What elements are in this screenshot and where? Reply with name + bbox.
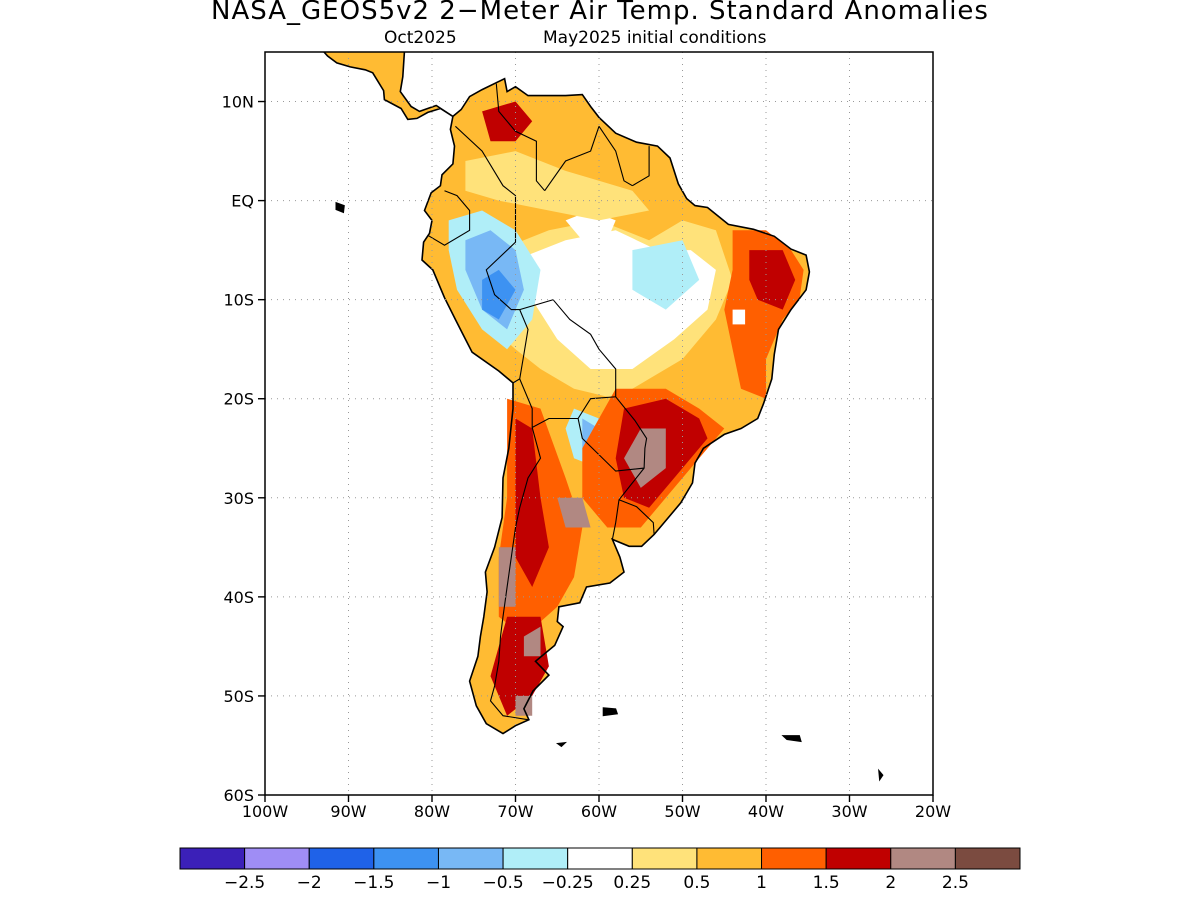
anomaly-region <box>732 309 746 325</box>
anomaly-region <box>557 497 591 528</box>
lon-tick-label: 90W <box>330 802 366 821</box>
colorbar-label: 1.5 <box>813 873 840 893</box>
colorbar-swatch <box>954 847 1021 870</box>
colorbar-swatch <box>244 847 310 870</box>
lon-tick-label: 80W <box>414 802 450 821</box>
lon-tick-label: 100W <box>242 802 289 821</box>
colorbar-label: 2 <box>885 873 896 893</box>
lat-tick-label: EQ <box>231 192 254 211</box>
colorbar-swatch <box>825 847 892 870</box>
anomaly-region <box>515 418 549 587</box>
colorbar-labels: −2.5 −2 −1.5 −1 −0.5 −0.25 0.25 0.5 1 1.5 2 2.5 <box>224 873 969 893</box>
colorbar-label: −1 <box>426 873 451 893</box>
country-borders <box>427 83 655 721</box>
anomaly-region <box>498 547 516 607</box>
lat-tick-label: 10S <box>223 291 254 310</box>
forecast-month: Oct2025 <box>384 28 457 48</box>
colorbar-label: −2 <box>297 873 322 893</box>
colorbar-label: −2.5 <box>224 873 265 893</box>
colorbar-swatch <box>696 847 763 870</box>
map-area <box>322 52 884 782</box>
colorbar-label: −0.5 <box>482 873 523 893</box>
colorbar-swatch <box>567 847 633 870</box>
colorbar-swatch <box>437 847 504 870</box>
anomaly-region <box>465 151 650 221</box>
colorbar-swatch <box>179 847 246 870</box>
island <box>878 768 884 782</box>
lat-tick-label: 20S <box>223 390 254 409</box>
colorbar-label: 2.5 <box>942 873 969 893</box>
lat-tick-label: 30S <box>223 489 254 508</box>
lat-tick-label: 50S <box>223 687 254 706</box>
lon-tick-label: 20W <box>915 802 951 821</box>
lon-tick-label: 60W <box>581 802 617 821</box>
colorbar-swatch <box>373 847 439 870</box>
island <box>335 201 345 214</box>
colorbar <box>179 847 1021 870</box>
islands <box>335 201 884 782</box>
latitude-axis: 10N EQ 10S 20S 30S 40S 50S 60S <box>222 93 265 805</box>
colorbar-swatch <box>502 847 569 870</box>
figure-title: NASA_GEOS5v2 2−Meter Air Temp. Standard … <box>211 0 989 26</box>
colorbar-swatch <box>890 847 956 870</box>
colorbar-label: 1 <box>756 873 767 893</box>
colorbar-label: −0.25 <box>542 873 594 893</box>
lon-tick-label: 40W <box>748 802 784 821</box>
colorbar-swatch <box>631 847 698 870</box>
colorbar-label: 0.5 <box>683 873 710 893</box>
colorbar-label: −1.5 <box>353 873 394 893</box>
lat-tick-label: 60S <box>223 786 254 805</box>
colorbar-swatch <box>761 847 827 870</box>
lon-tick-label: 50W <box>664 802 700 821</box>
lon-tick-label: 30W <box>831 802 867 821</box>
longitude-axis: 100W 90W 80W 70W 60W 50W 40W 30W 20W <box>242 795 951 821</box>
lat-tick-label: 10N <box>222 93 254 112</box>
island <box>781 735 802 743</box>
lon-tick-label: 70W <box>497 802 533 821</box>
island <box>602 707 619 717</box>
initial-conditions: May2025 initial conditions <box>543 28 767 48</box>
anomaly-region <box>523 626 541 657</box>
colorbar-label: 0.25 <box>613 873 651 893</box>
anomaly-region <box>749 250 796 310</box>
island <box>555 741 568 748</box>
coastline <box>322 52 811 735</box>
anomaly-regions <box>448 101 804 716</box>
lat-tick-label: 40S <box>223 588 254 607</box>
colorbar-swatch <box>308 847 375 870</box>
